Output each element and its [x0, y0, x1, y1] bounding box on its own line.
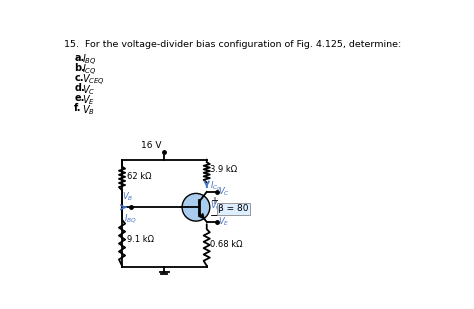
Text: β = 80: β = 80 [219, 204, 249, 213]
Text: $V_{CE_Q}$: $V_{CE_Q}$ [210, 200, 228, 214]
Text: $I_{C_Q}$: $I_{C_Q}$ [210, 180, 221, 194]
Text: f.: f. [74, 103, 82, 113]
Text: 15.  For the voltage-divider bias configuration of Fig. 4.125, determine:: 15. For the voltage-divider bias configu… [64, 40, 401, 49]
Text: −: − [210, 211, 219, 222]
Text: $V_C$: $V_C$ [82, 83, 95, 97]
Text: +: + [210, 196, 218, 206]
Circle shape [182, 193, 210, 221]
Text: $V_B$: $V_B$ [82, 103, 95, 117]
Text: 62 kΩ: 62 kΩ [127, 172, 151, 181]
Text: 3.9 kΩ: 3.9 kΩ [210, 165, 237, 174]
Text: $V_E$: $V_E$ [82, 93, 95, 107]
Text: a.: a. [74, 53, 84, 63]
Text: 16 V: 16 V [141, 141, 161, 150]
Text: $V_B$: $V_B$ [122, 191, 134, 203]
Text: $V_{CEQ}$: $V_{CEQ}$ [82, 73, 105, 88]
Text: b.: b. [74, 63, 85, 73]
Text: $I_{CQ}$: $I_{CQ}$ [82, 63, 97, 78]
Text: d.: d. [74, 83, 85, 93]
Text: $I_{BQ}$: $I_{BQ}$ [124, 213, 137, 226]
Text: 0.68 kΩ: 0.68 kΩ [210, 240, 242, 249]
Text: c.: c. [74, 73, 84, 83]
Text: $I_{BQ}$: $I_{BQ}$ [82, 53, 97, 68]
Text: $V_C$: $V_C$ [219, 186, 230, 198]
Text: 9.1 kΩ: 9.1 kΩ [127, 235, 154, 244]
Text: e.: e. [74, 93, 85, 103]
Text: $V_E$: $V_E$ [219, 216, 230, 228]
